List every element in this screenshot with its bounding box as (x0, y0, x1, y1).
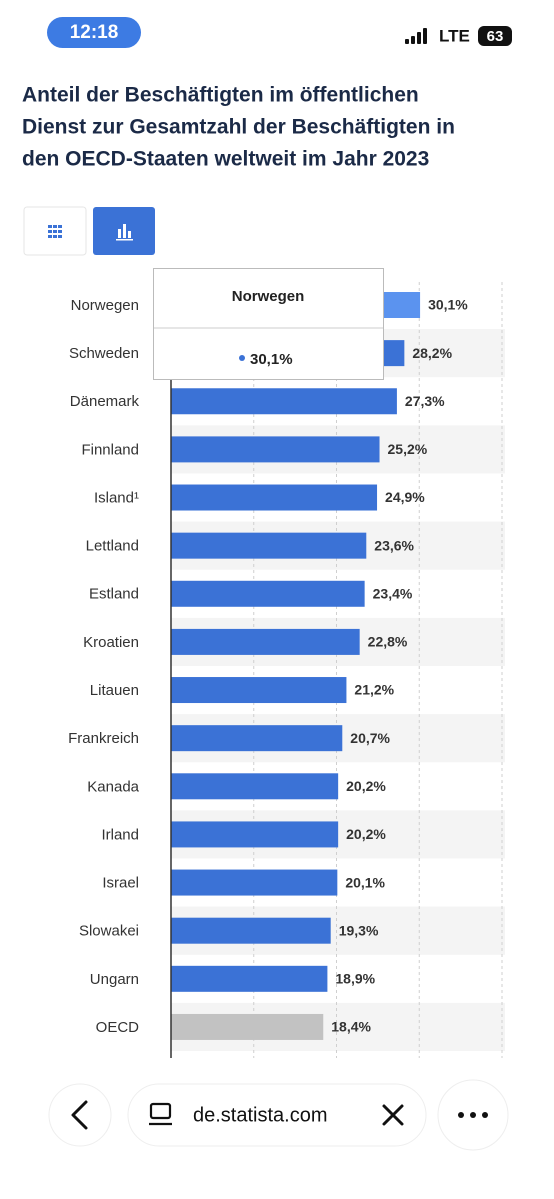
battery-icon (478, 26, 512, 46)
bar (171, 677, 347, 704)
category-label: Kroatien (83, 634, 139, 651)
value-label: 19,3% (339, 922, 379, 938)
url-bar[interactable] (127, 1083, 427, 1147)
tooltip-title: Norwegen (232, 288, 305, 305)
tooltip-box (153, 268, 384, 380)
value-label: 23,4% (373, 585, 413, 601)
tooltip-dot (239, 355, 245, 361)
title-line: den OECD-Staaten weltweit im Jahr 2023 (22, 148, 429, 171)
bar (171, 725, 343, 752)
back-button[interactable] (48, 1083, 112, 1147)
bar (171, 1013, 324, 1040)
close-icon[interactable] (382, 1104, 404, 1126)
back-icon (71, 1100, 88, 1130)
bar (171, 436, 380, 463)
category-label: Frankreich (68, 730, 139, 747)
bar (171, 821, 339, 848)
category-label: OECD (96, 1019, 140, 1036)
value-label: 24,9% (385, 489, 425, 505)
category-label: Lettland (86, 538, 139, 555)
tooltip-value: 30,1% (250, 351, 293, 368)
category-label: Ungarn (90, 971, 139, 988)
category-label: Litauen (90, 682, 139, 699)
value-label: 21,2% (354, 682, 394, 698)
value-label: 30,1% (428, 297, 468, 313)
value-label: 20,2% (346, 778, 386, 794)
bar (171, 532, 367, 559)
time: 12:18 (70, 22, 119, 43)
value-label: 20,7% (350, 730, 390, 746)
bar (171, 580, 365, 607)
menu-icon (458, 1112, 488, 1118)
title-line: Anteil der Beschäftigten im öffentlichen (22, 84, 419, 107)
category-label: Kanada (87, 778, 139, 795)
tooltip: Norwegen 30,1% (153, 268, 384, 380)
value-label: 28,2% (412, 345, 452, 361)
category-label: Israel (102, 875, 139, 892)
battery-level: 63 (487, 28, 504, 45)
category-label: Dänemark (70, 393, 140, 410)
bar (171, 388, 397, 415)
category-label: Slowakei (79, 923, 139, 940)
reader-icon (149, 1102, 172, 1126)
category-label: Norwegen (71, 297, 139, 314)
category-label: Estland (89, 586, 139, 603)
title-line: Dienst zur Gesamtzahl der Beschäftigten … (22, 116, 455, 139)
value-label: 20,1% (345, 874, 385, 890)
bar (171, 628, 360, 655)
signal-icon (405, 28, 427, 44)
value-label: 20,2% (346, 826, 386, 842)
bar (171, 773, 339, 800)
category-label: Schweden (69, 345, 139, 362)
table-icon (48, 225, 62, 238)
value-label: 18,9% (335, 971, 375, 987)
bar (171, 917, 331, 944)
value-label: 22,8% (368, 634, 408, 650)
value-label: 23,6% (374, 537, 414, 553)
value-label: 25,2% (388, 441, 428, 457)
title: Anteil der Beschäftigten im öffentlichen… (22, 84, 455, 171)
plot: Norwegen 30,1% Schweden 28,2% Dänemark 27,3% F… (68, 282, 505, 1058)
value-label: 27,3% (405, 393, 445, 409)
time-pill (47, 17, 141, 48)
network: LTE (439, 26, 470, 45)
value-label: 18,4% (331, 1019, 371, 1035)
category-label: Irland (101, 826, 139, 843)
bar (171, 484, 378, 511)
bar (171, 965, 328, 992)
category-label: Island¹ (94, 489, 139, 506)
category-label: Finnland (81, 441, 139, 458)
chart-icon (116, 224, 133, 241)
bar (171, 869, 338, 896)
url: de.statista.com (193, 1104, 328, 1126)
